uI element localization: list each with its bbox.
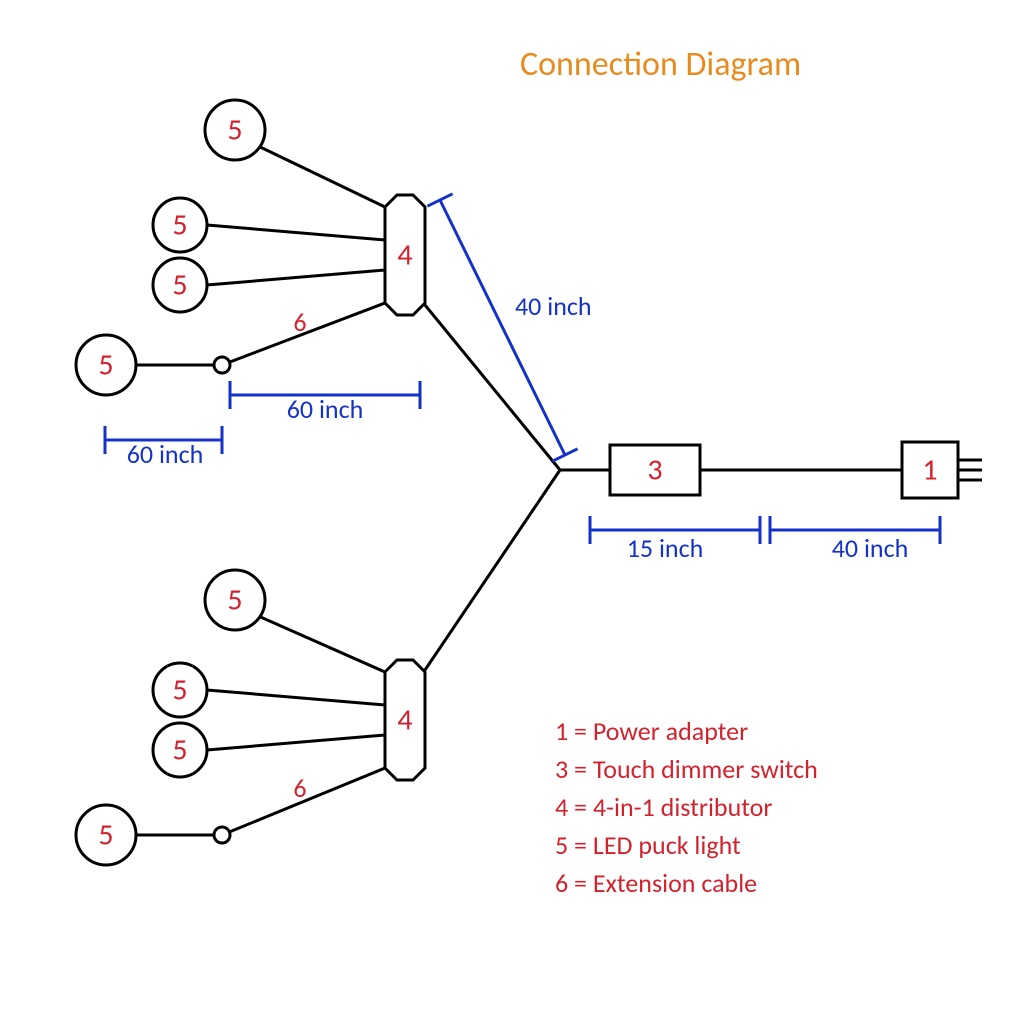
legend-line-2: 4 = 4-in-1 distributor xyxy=(555,791,772,823)
ext_joint_top xyxy=(214,357,230,373)
puck_t3-label: 5 xyxy=(172,267,187,304)
extension-label-top: 6 xyxy=(293,306,306,338)
ext_joint_bot xyxy=(214,827,230,843)
puck_b2-label: 5 xyxy=(172,672,187,709)
legend: 1 = Power adapter 3 = Touch dimmer switch… xyxy=(555,715,818,899)
legend-line-0: 1 = Power adapter xyxy=(555,715,748,747)
extension-label-bot: 6 xyxy=(293,772,306,804)
distributor_top-label: 4 xyxy=(397,237,412,274)
puck_b1-label: 5 xyxy=(227,582,242,619)
power_adapter xyxy=(902,442,982,498)
puck_t1-label: 5 xyxy=(227,112,242,149)
puck_b4-label: 5 xyxy=(98,817,113,854)
dimension-label-4: 40 inch xyxy=(832,532,909,564)
wires xyxy=(136,145,902,835)
dimension-label-3: 15 inch xyxy=(627,532,704,564)
dimension-label-2: 60 inch xyxy=(127,438,204,470)
distributor_bot-label: 4 xyxy=(397,702,412,739)
dimmer-label: 3 xyxy=(647,452,662,489)
dimension-label-1: 60 inch xyxy=(287,393,364,425)
legend-line-4: 6 = Extension cable xyxy=(555,867,757,899)
legend-line-1: 3 = Touch dimmer switch xyxy=(555,753,818,785)
dimensions: 40 inch 60 inch 60 inch 15 inch 40 inch xyxy=(105,194,940,564)
puck_b3-label: 5 xyxy=(172,732,187,769)
dimension-label-0: 40 inch xyxy=(515,290,592,322)
diagram-title: Connection Diagram xyxy=(520,44,801,85)
puck_t4-label: 5 xyxy=(98,347,113,384)
power_adapter-label: 1 xyxy=(922,452,937,489)
puck_t2-label: 5 xyxy=(172,207,187,244)
legend-line-3: 5 = LED puck light xyxy=(555,829,741,861)
